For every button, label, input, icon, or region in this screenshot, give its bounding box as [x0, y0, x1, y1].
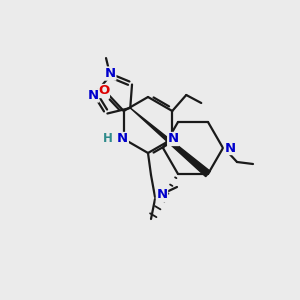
- Text: N: N: [105, 67, 116, 80]
- Text: N: N: [88, 89, 99, 102]
- Text: O: O: [98, 85, 110, 98]
- Text: N: N: [156, 188, 168, 202]
- Text: H: H: [103, 131, 113, 145]
- Polygon shape: [130, 108, 210, 177]
- Text: N: N: [168, 133, 179, 146]
- Text: N: N: [224, 142, 236, 154]
- Text: N: N: [117, 133, 128, 146]
